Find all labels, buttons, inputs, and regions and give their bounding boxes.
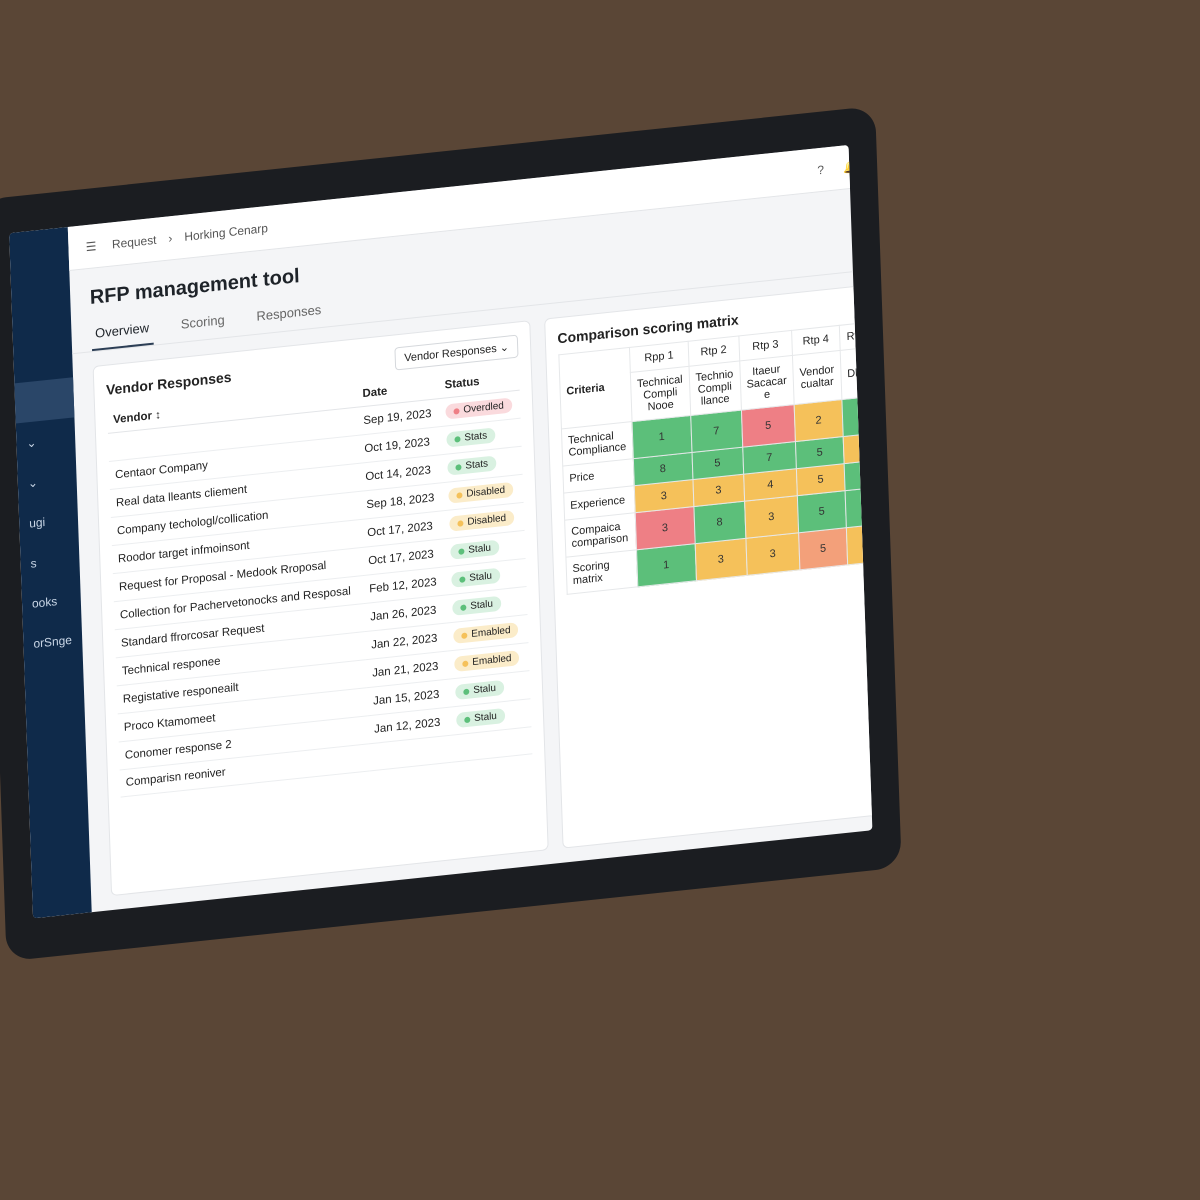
score-cell[interactable]: 5 [797, 490, 847, 533]
score-cell[interactable]: 3 [635, 506, 695, 550]
vendor-table: Vendor ↕ Date Status Sep 19, 2023 Overdle… [106, 365, 533, 798]
score-cell[interactable]: 5 [846, 523, 873, 565]
sidebar-item[interactable]: ⌄ [26, 435, 37, 451]
status-badge: Stalu [456, 707, 506, 729]
vendor-responses-panel: Vendor Responses Vendor Responses ⌄ Vend… [92, 320, 549, 897]
score-cell[interactable]: 5 [798, 527, 848, 570]
status-dot-icon [456, 491, 463, 499]
score-cell[interactable]: 9 [844, 486, 873, 528]
score-cell[interactable]: 3 [744, 495, 799, 539]
status-dot-icon [454, 435, 461, 443]
rfp-subheader: Vendor cualtar [792, 350, 842, 405]
help-icon[interactable]: ? [817, 162, 825, 177]
score-cell[interactable]: 7 [690, 410, 743, 453]
rfp-subheader: Technio Compli llance [688, 361, 742, 416]
status-label: Stats [465, 458, 489, 472]
scoring-matrix: Criteria Rpp 1 Rtp 2 Rtp 3 Rtp 4 Rtp 5 Technic… [558, 321, 873, 595]
sidebar-item[interactable] [14, 377, 75, 424]
chevron-down-icon: ⌄ [499, 341, 510, 355]
dropdown-label: Vendor Responses [404, 342, 497, 365]
status-dot-icon [459, 575, 466, 583]
status-dot-icon [460, 603, 467, 611]
sidebar-item[interactable]: ⌄ [27, 475, 39, 491]
score-cell[interactable]: 1 [636, 543, 697, 587]
score-cell[interactable]: 7 [843, 459, 873, 491]
score-cell[interactable]: 3 [745, 532, 800, 576]
status-badge: Disabled [449, 509, 515, 532]
tab-scoring[interactable]: Scoring [180, 312, 225, 332]
status-dot-icon [461, 631, 468, 639]
status-label: Emabled [471, 624, 511, 641]
tab-overview[interactable]: Overview [90, 311, 154, 352]
status-label: Disabled [466, 484, 506, 500]
status-badge: Stalu [450, 539, 500, 560]
status-label: Stalu [474, 710, 498, 725]
score-cell[interactable]: 8 [693, 501, 746, 544]
screen: ⌄ ⌄ ugi s ooks orSnge ☰ Request › Horking Cen… [9, 144, 873, 919]
sort-icon[interactable]: ↕ [154, 409, 162, 422]
status-label: Stalu [468, 542, 492, 556]
sidebar-item[interactable]: ooks [31, 594, 58, 611]
breadcrumb-current[interactable]: Horking Cenarp [184, 220, 269, 244]
status-label: Overdled [463, 400, 504, 416]
avatar[interactable] [871, 150, 873, 176]
chevron-right-icon: › [168, 230, 173, 246]
panel-title: Vendor Responses [105, 368, 232, 398]
bell-icon[interactable]: 🔔 [842, 158, 859, 175]
status-badge: Stalu [452, 595, 502, 616]
laptop: ⌄ ⌄ ugi s ooks orSnge ☰ Request › Horking Cen… [0, 105, 902, 962]
breadcrumb-request[interactable]: Request [111, 232, 157, 251]
rfp-subheader: Technical Compli Nooe [630, 366, 691, 422]
status-badge: Overdled [445, 397, 513, 420]
status-dot-icon [453, 407, 460, 415]
status-label: Stalu [470, 598, 494, 612]
status-badge: Stats [446, 427, 496, 448]
score-cell[interactable]: 5 [842, 432, 873, 464]
status-label: Disabled [467, 512, 507, 528]
status-badge: Emabled [453, 622, 519, 644]
criterion-label: Scoring matrix [565, 549, 638, 595]
vendor-responses-dropdown[interactable]: Vendor Responses ⌄ [394, 334, 519, 371]
score-cell[interactable]: 2 [794, 399, 843, 442]
status-badge: Stalu [455, 679, 505, 701]
status-dot-icon [455, 463, 462, 471]
criteria-header: Criteria [558, 347, 632, 430]
sidebar-item[interactable]: ugi [28, 514, 46, 531]
status-label: Stalu [473, 682, 497, 697]
rfp-subheader: Dlock [839, 346, 873, 400]
status-badge: Stats [447, 455, 497, 476]
sidebar-item[interactable]: orSnge [33, 632, 73, 651]
rfp-subheader: Itaeur Sacacar e [739, 355, 795, 411]
menu-icon[interactable]: ☰ [85, 238, 97, 254]
score-cell[interactable]: 1 [631, 415, 692, 459]
status-dot-icon [458, 547, 465, 555]
status-dot-icon [464, 716, 471, 723]
score-cell[interactable]: 5 [741, 404, 796, 448]
sidebar-item[interactable]: s [30, 556, 37, 571]
score-cell[interactable]: 3 [841, 395, 873, 437]
status-badge: Stalu [451, 567, 501, 588]
main: ☰ Request › Horking Cenarp ? 🔔 RFP manag… [67, 144, 873, 912]
status-dot-icon [462, 659, 469, 667]
sidebar-item[interactable] [13, 337, 73, 383]
status-dot-icon [463, 688, 470, 695]
status-badge: Disabled [448, 481, 514, 504]
status-dot-icon [457, 519, 464, 527]
status-label: Stalu [469, 570, 493, 584]
status-label: Stats [464, 430, 488, 444]
score-cell[interactable]: 3 [694, 538, 747, 581]
status-label: Emabled [472, 652, 512, 669]
status-badge: Emabled [454, 650, 520, 672]
rfp-header[interactable]: Rtp 5 [839, 321, 873, 351]
